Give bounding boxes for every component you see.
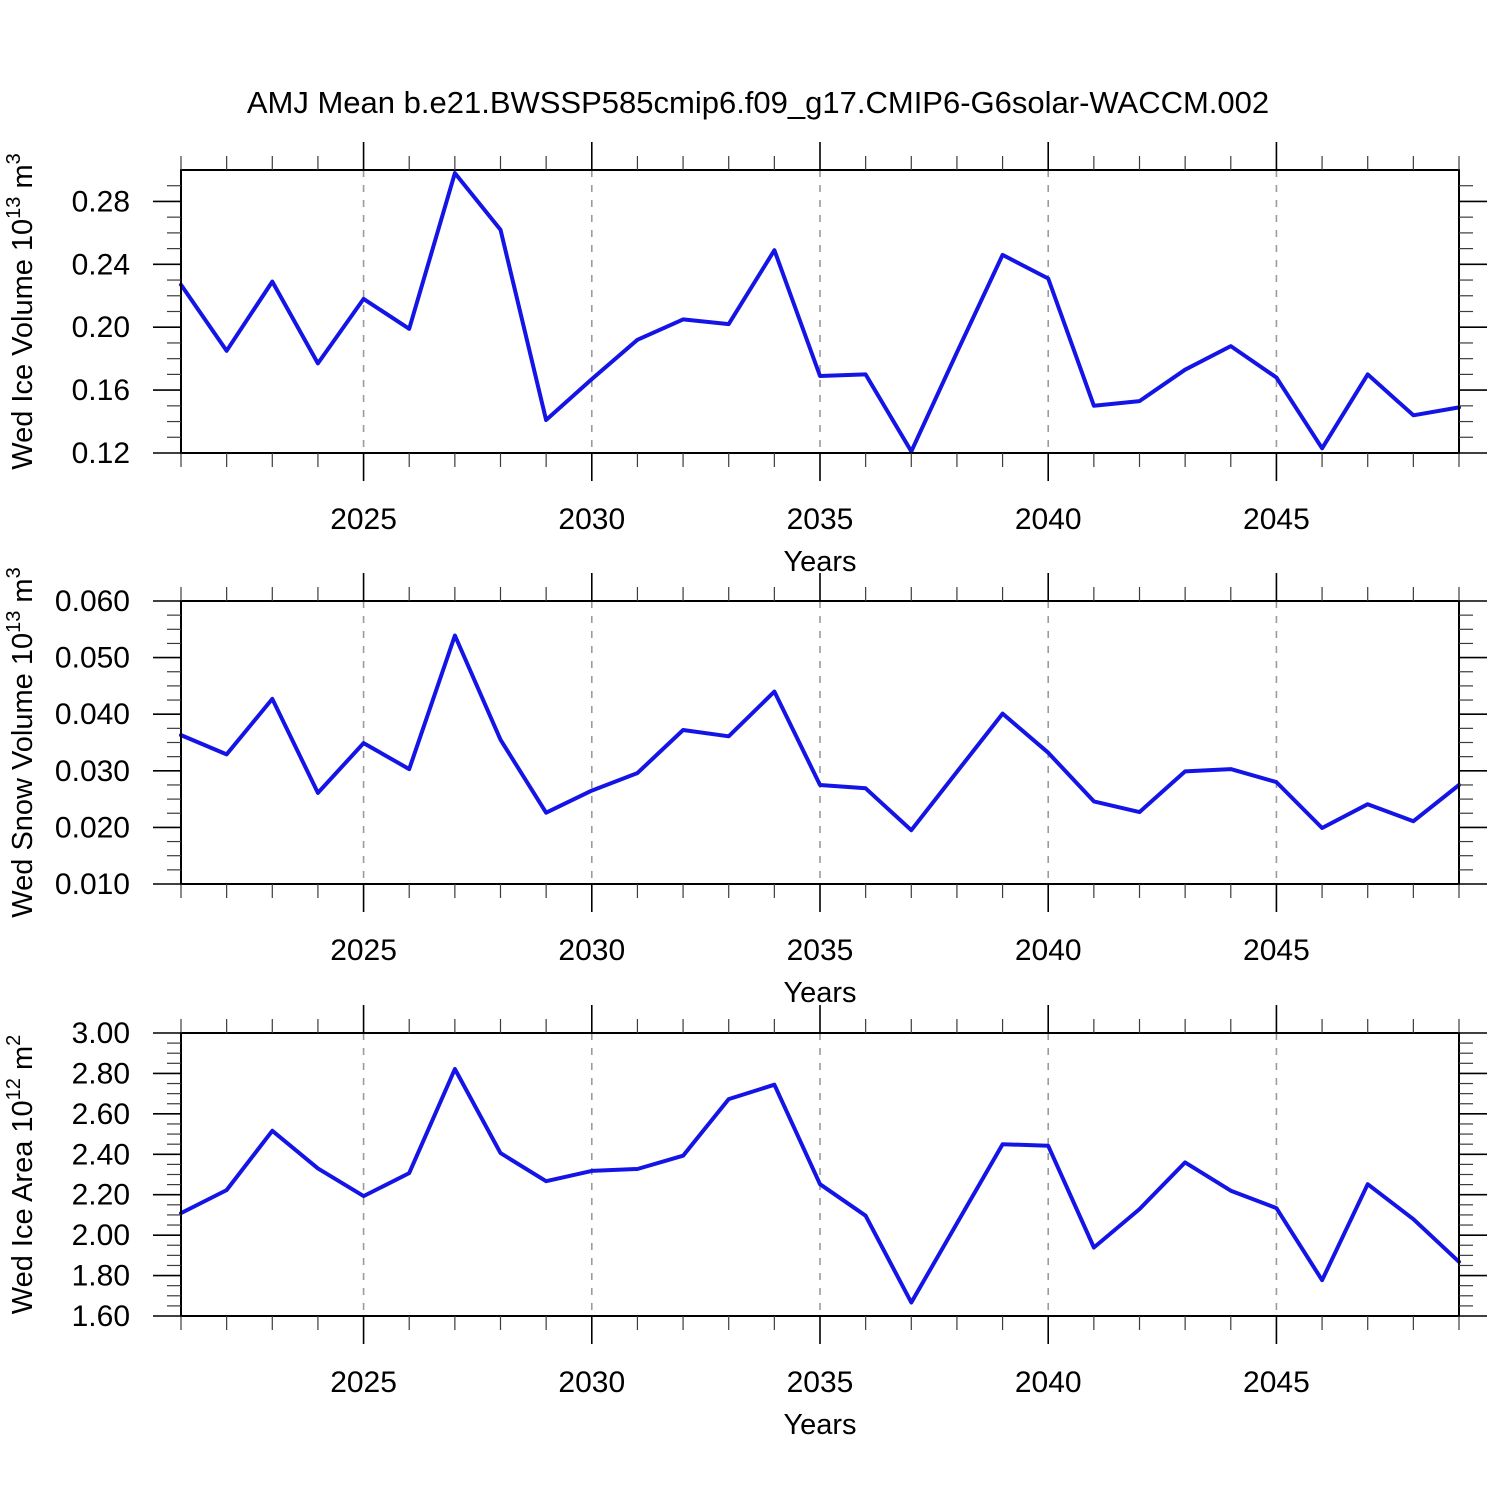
- y-tick-label: 0.030: [55, 755, 130, 788]
- series-line-wed-ice-volume: [179, 171, 1461, 454]
- panel-wed-ice-area: 2025 2030 2035 2040 2045 Years 3.00 2.80 2.60 2.4…: [3, 1005, 1487, 1441]
- y-tick-label: 0.020: [55, 811, 130, 844]
- series-line-wed-ice-area: [179, 1067, 1461, 1305]
- y-tick-label: 2.60: [72, 1098, 130, 1131]
- y-tick-label: 0.24: [72, 248, 130, 281]
- y-tick-label: 2.40: [72, 1138, 130, 1171]
- x-tick-label: 2025: [330, 934, 397, 967]
- x-axis-title: Years: [783, 1409, 856, 1441]
- x-axis-title: Years: [783, 546, 856, 578]
- y-tick-label: 3.00: [72, 1017, 130, 1050]
- x-tick-label: 2035: [787, 503, 854, 536]
- x-tick-label: 2030: [558, 503, 625, 536]
- x-tick-label: 2045: [1243, 1366, 1310, 1399]
- y-tick-label: 2.20: [72, 1179, 130, 1212]
- x-axis-title: Years: [783, 977, 856, 1009]
- x-tick-label: 2045: [1243, 934, 1310, 967]
- y-tick-label: 0.28: [72, 185, 130, 218]
- x-tick-label: 2040: [1015, 503, 1082, 536]
- y-tick-label: 0.010: [55, 868, 130, 901]
- y-tick-label: 0.040: [55, 698, 130, 731]
- x-tick-label: 2040: [1015, 1366, 1082, 1399]
- y-axis-title-wed-ice-volume: Wed Ice Volume 1013 m3: [3, 153, 39, 470]
- panel-wed-ice-volume: 2025 2030 2035 2040 2045 Years 0.28 0.24 0.20 0.1…: [3, 142, 1487, 578]
- x-tick-label: 2025: [330, 503, 397, 536]
- y-axis-title-wed-snow-volume: Wed Snow Volume 1013 m3: [3, 567, 39, 917]
- y-tick-label: 2.00: [72, 1219, 130, 1252]
- y-tick-label: 0.12: [72, 437, 130, 470]
- x-tick-label: 2030: [558, 934, 625, 967]
- x-tick-label: 2040: [1015, 934, 1082, 967]
- y-tick-label: 0.050: [55, 642, 130, 675]
- series-line-wed-snow-volume: [179, 633, 1461, 833]
- y-tick-label: 0.16: [72, 374, 130, 407]
- figure-title: AMJ Mean b.e21.BWSSP585cmip6.f09_g17.CMI…: [247, 85, 1269, 120]
- y-tick-label: 2.80: [72, 1057, 130, 1090]
- x-tick-label: 2030: [558, 1366, 625, 1399]
- x-tick-label: 2035: [787, 1366, 854, 1399]
- panel-wed-snow-volume: 2025 2030 2035 2040 2045 Years 0.060 0.050 0.040…: [3, 567, 1487, 1009]
- y-tick-label: 1.80: [72, 1260, 130, 1293]
- y-axis-title-wed-ice-area: Wed Ice Area 1012 m2: [3, 1035, 39, 1314]
- y-tick-label: 0.060: [55, 585, 130, 618]
- y-tick-label: 0.20: [72, 311, 130, 344]
- x-tick-label: 2045: [1243, 503, 1310, 536]
- x-tick-label: 2035: [787, 934, 854, 967]
- y-tick-label: 1.60: [72, 1300, 130, 1333]
- x-tick-label: 2025: [330, 1366, 397, 1399]
- panels: 2025 2030 2035 2040 2045 Years 0.28 0.24 0.20 0.1…: [3, 142, 1487, 1441]
